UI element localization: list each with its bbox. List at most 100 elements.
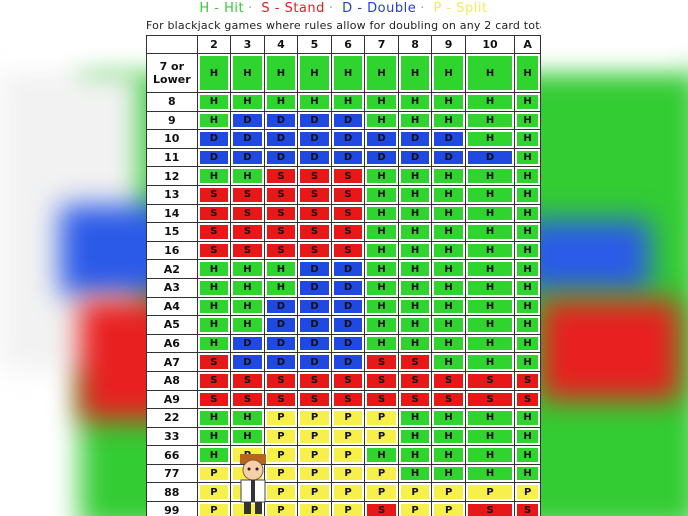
action-cell: D — [230, 333, 265, 354]
table-row: 13 S S S S S H H H H H — [146, 184, 541, 205]
action-cell: H — [364, 166, 399, 186]
action-cell: H — [397, 53, 433, 93]
action-cell: S — [263, 184, 299, 205]
action-cell: P — [263, 482, 299, 503]
dealer-card-header: 6 — [330, 35, 366, 54]
action-cell: D — [263, 129, 299, 149]
action-cell: H — [397, 315, 433, 335]
action-cell: H — [397, 110, 433, 131]
player-hand-label: A9 — [146, 389, 198, 410]
action-letter: S — [210, 226, 218, 238]
action-letter: H — [410, 449, 420, 461]
action-letter: H — [523, 189, 532, 201]
action-letter: H — [209, 300, 219, 312]
action-cell: H — [364, 184, 399, 205]
action-cell: S — [514, 501, 541, 516]
action-cell: H — [514, 110, 541, 131]
action-letter: S — [377, 393, 386, 405]
action-letter: H — [485, 207, 495, 219]
action-letter: H — [523, 245, 532, 257]
action-cell: S — [196, 370, 232, 391]
action-letter: H — [410, 96, 420, 108]
action-cell: P — [196, 501, 232, 516]
action-letter: D — [343, 300, 353, 312]
table-row: 22 H H P P P P H H H H — [146, 408, 541, 428]
action-letter: H — [485, 133, 495, 145]
action-letter: P — [444, 486, 453, 498]
action-letter: H — [410, 207, 420, 219]
action-cell: H — [514, 333, 541, 354]
action-letter: S — [310, 207, 319, 219]
action-letter: H — [444, 263, 453, 275]
action-letter: S — [277, 226, 285, 238]
action-cell: H — [263, 53, 299, 93]
action-cell: D — [330, 129, 366, 149]
action-letter: H — [485, 114, 495, 126]
action-letter: D — [209, 133, 219, 145]
action-cell: D — [263, 147, 299, 168]
action-cell: S — [514, 370, 541, 391]
action-cell: S — [263, 166, 299, 186]
action-cell: S — [297, 389, 332, 410]
action-letter: H — [377, 263, 386, 275]
table-row: 12 H H S S S H H H H H — [146, 166, 541, 186]
action-letter: H — [410, 263, 420, 275]
action-letter: D — [310, 263, 319, 275]
action-letter: H — [209, 114, 219, 126]
action-letter: H — [209, 430, 219, 442]
action-cell: P — [364, 408, 399, 428]
action-letter: H — [410, 338, 420, 350]
action-letter: D — [343, 152, 353, 164]
action-cell: H — [364, 240, 399, 261]
action-letter: H — [377, 207, 386, 219]
action-cell: S — [196, 352, 232, 372]
action-cell: H — [464, 315, 516, 335]
action-letter: H — [243, 282, 252, 294]
action-letter: D — [243, 152, 252, 164]
action-letter: H — [410, 170, 420, 182]
action-letter: H — [444, 356, 453, 368]
action-cell: P — [364, 482, 399, 503]
action-cell: H — [514, 277, 541, 298]
action-letter: H — [410, 282, 420, 294]
action-cell: S — [431, 389, 466, 410]
table-row: 15 S S S S S H H H H H — [146, 222, 541, 242]
action-cell: D — [330, 277, 366, 298]
action-letter: P — [344, 412, 352, 424]
action-letter: H — [444, 412, 453, 424]
action-cell: H — [431, 277, 466, 298]
action-letter: H — [523, 114, 532, 126]
action-letter: H — [485, 412, 495, 424]
table-row: A7 S D D D D S S H H H — [146, 352, 541, 372]
action-cell: H — [297, 53, 332, 93]
action-letter: H — [523, 356, 532, 368]
action-cell: H — [196, 92, 232, 112]
action-letter: H — [243, 170, 252, 182]
legend-stand: S - Stand — [261, 1, 325, 16]
action-cell: H — [464, 240, 516, 261]
action-letter: S — [411, 393, 419, 405]
action-cell: H — [196, 296, 232, 317]
action-letter: D — [343, 338, 353, 350]
table-row: 14 S S S S S H H H H H — [146, 203, 541, 224]
action-letter: P — [310, 486, 319, 498]
action-cell: D — [297, 259, 332, 279]
action-letter: D — [343, 319, 353, 331]
action-cell: H — [514, 129, 541, 149]
table-row: 99PPPPPSPPSS — [146, 501, 541, 516]
action-cell: S — [297, 203, 332, 224]
action-cell: D — [464, 147, 516, 168]
action-cell: H — [431, 315, 466, 335]
action-letter: H — [243, 430, 252, 442]
action-letter: H — [523, 319, 532, 331]
action-cell: D — [297, 129, 332, 149]
action-letter: H — [410, 189, 420, 201]
player-hand-label: 12 — [146, 166, 198, 186]
table-row: A8 S S S S S S S S S S — [146, 370, 541, 391]
action-letter: H — [444, 67, 453, 79]
action-cell: H — [514, 259, 541, 279]
action-letter: D — [276, 319, 286, 331]
action-letter: H — [523, 152, 532, 164]
player-hand-label: 16 — [146, 240, 198, 261]
action-cell: H — [431, 92, 466, 112]
